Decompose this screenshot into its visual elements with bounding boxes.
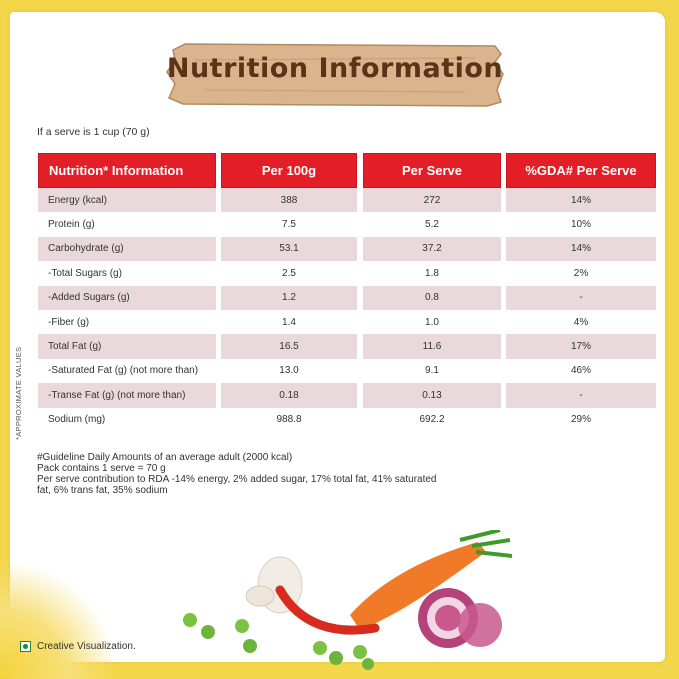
table-cell: 13.0 bbox=[221, 358, 357, 384]
wood-banner bbox=[166, 43, 504, 107]
table-cell: 9.1 bbox=[363, 358, 501, 384]
approximate-values-note: *APPROXIMATE VALUES bbox=[14, 346, 23, 440]
table-cell: 1.2 bbox=[221, 285, 357, 310]
table-column-gda: %GDA# Per Serve 14% 10% 14% 2% -4% 17% 46% -29% bbox=[506, 153, 656, 432]
page-title: Nutrition Information bbox=[166, 53, 504, 84]
table-column-nutrient: Nutrition* Information Energy (kcal) Prot… bbox=[38, 153, 216, 432]
legend-label: Creative Visualization. bbox=[37, 641, 136, 652]
table-cell: 4% bbox=[506, 309, 656, 335]
table-column-per-serve: Per Serve 272 5.2 37.2 1.8 0.8 1.0 11.6 9.1 0.13… bbox=[363, 153, 501, 432]
table-cell: -Total Sugars (g) bbox=[38, 261, 216, 286]
footnote-line: Per serve contribution to RDA -14% energ… bbox=[37, 474, 437, 485]
table-cell: 11.6 bbox=[363, 334, 501, 359]
table-cell: 692.2 bbox=[363, 407, 501, 432]
table-cell: 5.2 bbox=[363, 212, 501, 237]
table-cell: 37.2 bbox=[363, 236, 501, 262]
table-cell: 2% bbox=[506, 261, 656, 286]
table-cell: 14% bbox=[506, 188, 656, 213]
table-cell: - bbox=[506, 383, 656, 408]
table-cell: 0.18 bbox=[221, 383, 357, 408]
table-cell: 1.8 bbox=[363, 261, 501, 286]
footnote-line: #Guideline Daily Amounts of an average a… bbox=[37, 452, 293, 463]
table-cell: Total Fat (g) bbox=[38, 334, 216, 359]
table-cell: Energy (kcal) bbox=[38, 188, 216, 213]
table-cell: 0.8 bbox=[363, 285, 501, 310]
table-cell: 1.4 bbox=[221, 309, 357, 335]
table-cell: -Added Sugars (g) bbox=[38, 285, 216, 310]
header-nutrition-information: Nutrition* Information bbox=[38, 153, 216, 188]
vegetables-illustration bbox=[183, 530, 513, 670]
table-cell: Sodium (mg) bbox=[38, 407, 216, 432]
table-cell: 29% bbox=[506, 407, 656, 432]
legend: Creative Visualization. bbox=[20, 641, 136, 652]
table-cell: 16.5 bbox=[221, 334, 357, 359]
table-cell: -Saturated Fat (g) (not more than) bbox=[38, 358, 216, 384]
background-accent bbox=[0, 559, 120, 679]
footnote-line: Pack contains 1 serve = 70 g bbox=[37, 463, 166, 474]
table-cell: Carbohydrate (g) bbox=[38, 236, 216, 262]
table-cell: 53.1 bbox=[221, 236, 357, 262]
table-cell: 272 bbox=[363, 188, 501, 213]
table-cell: - bbox=[506, 285, 656, 310]
table-cell: -Transe Fat (g) (not more than) bbox=[38, 383, 216, 408]
table-cell: 1.0 bbox=[363, 309, 501, 335]
table-cell: -Fiber (g) bbox=[38, 309, 216, 335]
table-column-per-100g: Per 100g 388 7.5 53.1 2.5 1.2 1.4 16.5 13.0 0.18… bbox=[221, 153, 357, 432]
table-cell: 388 bbox=[221, 188, 357, 213]
serve-note: If a serve is 1 cup (70 g) bbox=[37, 126, 150, 138]
header-gda-per-serve: %GDA# Per Serve bbox=[506, 153, 656, 188]
table-cell: 10% bbox=[506, 212, 656, 237]
table-cell: Protein (g) bbox=[38, 212, 216, 237]
table-cell: 7.5 bbox=[221, 212, 357, 237]
footnote-line: fat, 6% trans fat, 35% sodium bbox=[37, 485, 168, 496]
header-per-100g: Per 100g bbox=[221, 153, 357, 188]
header-per-serve: Per Serve bbox=[363, 153, 501, 188]
veg-symbol-icon bbox=[20, 641, 31, 652]
footnotes: #Guideline Daily Amounts of an average a… bbox=[37, 452, 437, 496]
table-cell: 46% bbox=[506, 358, 656, 384]
table-cell: 988.8 bbox=[221, 407, 357, 432]
table-cell: 2.5 bbox=[221, 261, 357, 286]
table-cell: 17% bbox=[506, 334, 656, 359]
table-cell: 0.13 bbox=[363, 383, 501, 408]
table-cell: 14% bbox=[506, 236, 656, 262]
